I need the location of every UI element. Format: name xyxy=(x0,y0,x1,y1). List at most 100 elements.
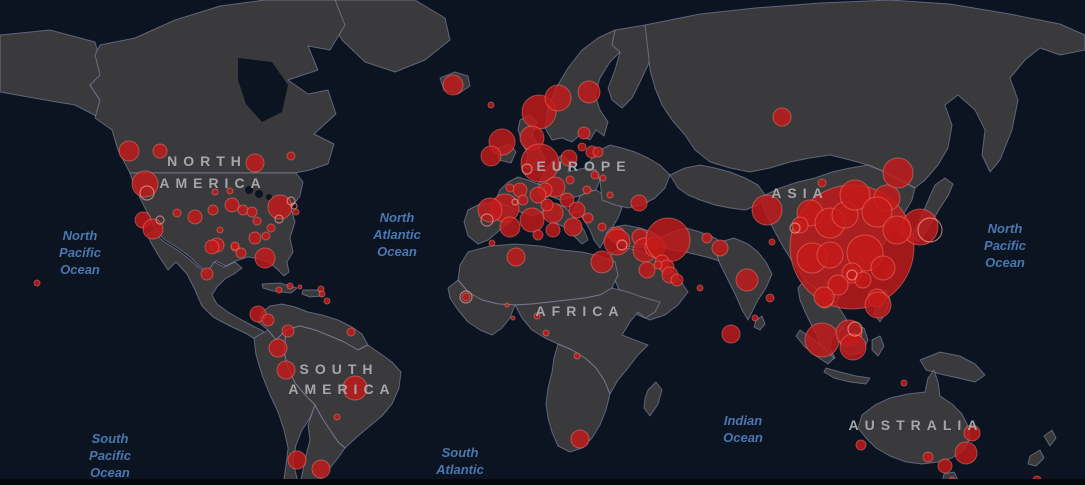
case-marker[interactable] xyxy=(577,126,591,140)
case-marker[interactable] xyxy=(131,170,159,198)
case-marker[interactable] xyxy=(772,107,792,127)
case-marker[interactable] xyxy=(533,312,541,320)
case-marker[interactable] xyxy=(882,215,912,245)
case-marker[interactable] xyxy=(827,274,849,296)
case-marker[interactable] xyxy=(318,290,326,298)
case-marker[interactable] xyxy=(630,194,648,212)
case-marker-ring[interactable] xyxy=(155,215,165,225)
case-marker[interactable] xyxy=(954,441,978,465)
case-marker[interactable] xyxy=(577,80,601,104)
case-marker[interactable] xyxy=(267,194,293,220)
case-marker[interactable] xyxy=(33,279,41,287)
case-marker[interactable] xyxy=(323,297,331,305)
case-marker[interactable] xyxy=(517,194,529,206)
case-marker[interactable] xyxy=(224,197,240,213)
case-marker[interactable] xyxy=(606,191,614,199)
case-marker[interactable] xyxy=(532,229,544,241)
case-marker[interactable] xyxy=(275,286,283,294)
case-marker[interactable] xyxy=(559,192,575,208)
case-marker[interactable] xyxy=(701,232,713,244)
case-marker[interactable] xyxy=(297,284,303,290)
case-marker[interactable] xyxy=(540,198,554,212)
case-marker-ring[interactable] xyxy=(521,163,533,175)
case-marker[interactable] xyxy=(645,217,691,263)
case-marker[interactable] xyxy=(751,194,783,226)
case-marker[interactable] xyxy=(816,241,844,269)
case-marker[interactable] xyxy=(246,206,258,218)
case-marker-ring[interactable] xyxy=(139,185,155,201)
case-marker[interactable] xyxy=(346,327,356,337)
case-marker[interactable] xyxy=(568,201,586,219)
case-marker[interactable] xyxy=(249,305,267,323)
case-marker[interactable] xyxy=(791,216,809,234)
case-marker[interactable] xyxy=(207,204,219,216)
case-marker[interactable] xyxy=(261,313,275,327)
case-marker[interactable] xyxy=(696,284,704,292)
case-marker[interactable] xyxy=(266,223,276,233)
case-marker[interactable] xyxy=(854,271,872,289)
case-marker[interactable] xyxy=(768,238,776,246)
case-marker[interactable] xyxy=(592,146,604,158)
case-marker[interactable] xyxy=(582,212,594,224)
case-marker[interactable] xyxy=(172,208,182,218)
case-marker-ring[interactable] xyxy=(480,213,494,227)
case-marker-ring[interactable] xyxy=(459,290,473,304)
case-marker[interactable] xyxy=(544,84,572,112)
case-marker[interactable] xyxy=(237,204,249,216)
case-marker[interactable] xyxy=(870,255,896,281)
case-marker[interactable] xyxy=(286,151,296,161)
case-marker[interactable] xyxy=(864,291,892,319)
case-marker-ring[interactable] xyxy=(290,202,298,210)
case-marker[interactable] xyxy=(670,273,684,287)
case-marker[interactable] xyxy=(510,315,516,321)
case-marker[interactable] xyxy=(751,314,759,322)
case-marker[interactable] xyxy=(519,207,545,233)
case-marker[interactable] xyxy=(711,239,729,257)
case-marker[interactable] xyxy=(963,424,981,442)
case-marker[interactable] xyxy=(142,218,164,240)
case-marker[interactable] xyxy=(804,322,840,358)
case-marker[interactable] xyxy=(276,360,296,380)
case-marker[interactable] xyxy=(211,188,219,196)
case-marker-ring[interactable] xyxy=(917,217,943,243)
case-marker[interactable] xyxy=(855,439,867,451)
case-marker-ring[interactable] xyxy=(847,321,863,337)
case-marker[interactable] xyxy=(254,247,276,269)
case-marker[interactable] xyxy=(817,178,827,188)
case-marker[interactable] xyxy=(545,222,561,238)
case-marker[interactable] xyxy=(281,324,295,338)
case-marker[interactable] xyxy=(937,458,953,474)
case-marker[interactable] xyxy=(118,140,140,162)
case-marker[interactable] xyxy=(590,250,614,274)
case-marker[interactable] xyxy=(287,450,307,470)
case-marker[interactable] xyxy=(839,179,871,211)
case-marker[interactable] xyxy=(599,174,607,182)
case-marker[interactable] xyxy=(487,101,495,109)
case-marker[interactable] xyxy=(563,217,583,237)
case-marker[interactable] xyxy=(505,183,515,193)
case-marker[interactable] xyxy=(529,186,547,204)
case-marker[interactable] xyxy=(499,216,521,238)
case-marker[interactable] xyxy=(342,375,368,401)
case-marker[interactable] xyxy=(900,379,908,387)
case-marker[interactable] xyxy=(603,228,631,256)
case-marker[interactable] xyxy=(504,302,510,308)
case-marker[interactable] xyxy=(261,231,271,241)
case-marker[interactable] xyxy=(152,143,168,159)
case-marker-ring[interactable] xyxy=(789,222,801,234)
case-marker[interactable] xyxy=(861,196,893,228)
case-marker[interactable] xyxy=(268,338,288,358)
case-marker[interactable] xyxy=(286,282,294,290)
case-marker[interactable] xyxy=(230,241,240,251)
case-marker-ring[interactable] xyxy=(616,239,628,251)
case-marker[interactable] xyxy=(735,268,759,292)
case-marker[interactable] xyxy=(311,459,331,479)
case-marker[interactable] xyxy=(252,216,262,226)
case-marker[interactable] xyxy=(461,292,471,302)
case-marker[interactable] xyxy=(248,231,262,245)
case-marker[interactable] xyxy=(226,187,234,195)
case-marker[interactable] xyxy=(922,451,934,463)
case-marker[interactable] xyxy=(204,239,220,255)
case-marker[interactable] xyxy=(582,185,592,195)
